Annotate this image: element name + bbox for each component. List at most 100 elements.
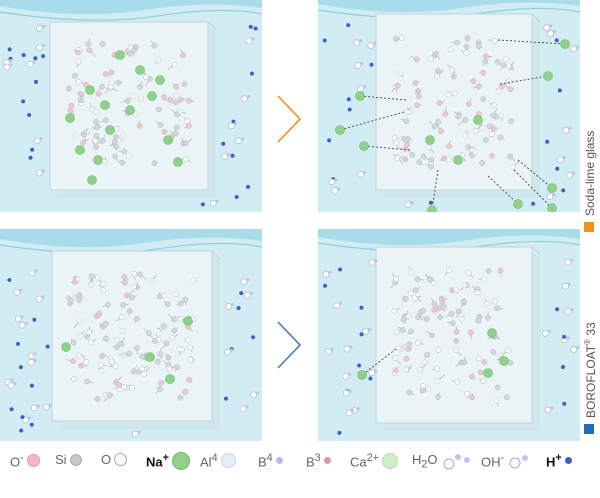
network-atom (76, 297, 83, 303)
network-atom (510, 164, 516, 171)
network-atom (463, 50, 470, 56)
network-atom (482, 58, 488, 65)
network-atom (408, 269, 415, 276)
network-atom (75, 79, 82, 85)
legend-h2o-label: H2O (412, 452, 438, 471)
network-atom (462, 117, 468, 123)
water-hydrogen (356, 407, 360, 411)
network-atom (504, 394, 510, 401)
network-atom (470, 285, 476, 292)
network-atom (190, 277, 196, 284)
water-hydrogen (231, 302, 235, 307)
network-atom (133, 111, 139, 118)
network-atom (494, 59, 501, 65)
water-hydrogen (246, 95, 251, 99)
sodium-ion (163, 135, 173, 145)
network-atom (182, 388, 189, 395)
hydrogen-ion (29, 383, 34, 388)
hydrogen-ion (41, 54, 46, 59)
sodium-ion (115, 50, 125, 60)
network-atom (394, 155, 401, 162)
exchange-arrow (499, 75, 549, 85)
network-atom (85, 41, 91, 47)
network-atom (118, 341, 125, 347)
network-atom (491, 102, 498, 109)
network-atom (403, 355, 410, 362)
network-atom (88, 339, 94, 346)
water-hydrogen (233, 122, 237, 126)
water-wave-line (0, 242, 262, 254)
legend-o-minus: O- (10, 452, 40, 469)
water-molecule (13, 289, 21, 296)
water-hydrogen (34, 269, 38, 273)
network-atom (483, 300, 490, 307)
legend-b3-label: B3 (306, 452, 321, 470)
water-hydrogen (330, 347, 334, 352)
network-atom (187, 356, 194, 363)
sodium-ion (125, 105, 135, 115)
network-atom (75, 58, 82, 65)
water-hydrogen (552, 193, 556, 197)
network-atom (98, 368, 105, 374)
network-atom (465, 101, 472, 107)
network-atom (93, 144, 99, 150)
network-atom (416, 159, 423, 165)
network-atom (475, 42, 482, 49)
network-atom (403, 295, 409, 302)
water-hydrogen (348, 372, 352, 376)
water-molecule (333, 302, 341, 309)
network-atom (121, 148, 128, 155)
network-atom (85, 329, 92, 335)
hydrogen-ion (253, 26, 258, 31)
hydrogen-ion (555, 166, 560, 171)
water-molecule (36, 44, 43, 51)
hydrogen-ion (224, 396, 229, 401)
network-atom (485, 268, 492, 274)
o-minus-dot-icon (26, 454, 40, 468)
sodium-ion (105, 125, 115, 135)
network-atom (129, 93, 136, 100)
network-atom (449, 66, 456, 73)
network-atom (99, 41, 106, 47)
network-atom (173, 83, 180, 90)
network-atom (128, 294, 135, 301)
water-hydrogen (10, 378, 14, 382)
network-atom (130, 283, 137, 290)
water-hydrogen (245, 405, 249, 409)
hydrogen-ion (251, 335, 256, 340)
network-atom (126, 153, 132, 160)
transition-arrow-borofloat (277, 321, 302, 369)
network-atom (161, 128, 168, 135)
water-hydrogen (363, 170, 367, 175)
network-atom (89, 273, 96, 280)
water-molecule (244, 292, 251, 299)
hydrogen-ion (357, 363, 362, 368)
water-molecule (357, 85, 364, 92)
network-atom (453, 286, 460, 293)
water-hydrogen (226, 152, 231, 157)
network-atom (406, 341, 413, 348)
network-atom (421, 359, 428, 366)
network-atom (183, 156, 189, 162)
network-atom (151, 160, 158, 167)
network-atom (137, 83, 143, 90)
leached-ion (427, 205, 437, 212)
water-molecule (357, 171, 364, 178)
network-atom (100, 280, 107, 287)
network-atom (70, 358, 76, 365)
network-atom (438, 128, 444, 134)
network-atom (402, 156, 408, 163)
network-atom (507, 153, 513, 160)
water-molecule (564, 308, 572, 316)
sodium-ion (155, 75, 165, 85)
water-wave (0, 229, 262, 248)
network-atom (93, 119, 99, 125)
sodium-ion (183, 316, 193, 326)
network-atom (404, 141, 410, 148)
network-atom (66, 85, 72, 92)
sodium-ion (85, 85, 95, 95)
water-molecule (331, 187, 339, 195)
network-atom (130, 368, 137, 375)
sodium-ion (499, 356, 509, 366)
hydrogen-ion (562, 401, 567, 406)
